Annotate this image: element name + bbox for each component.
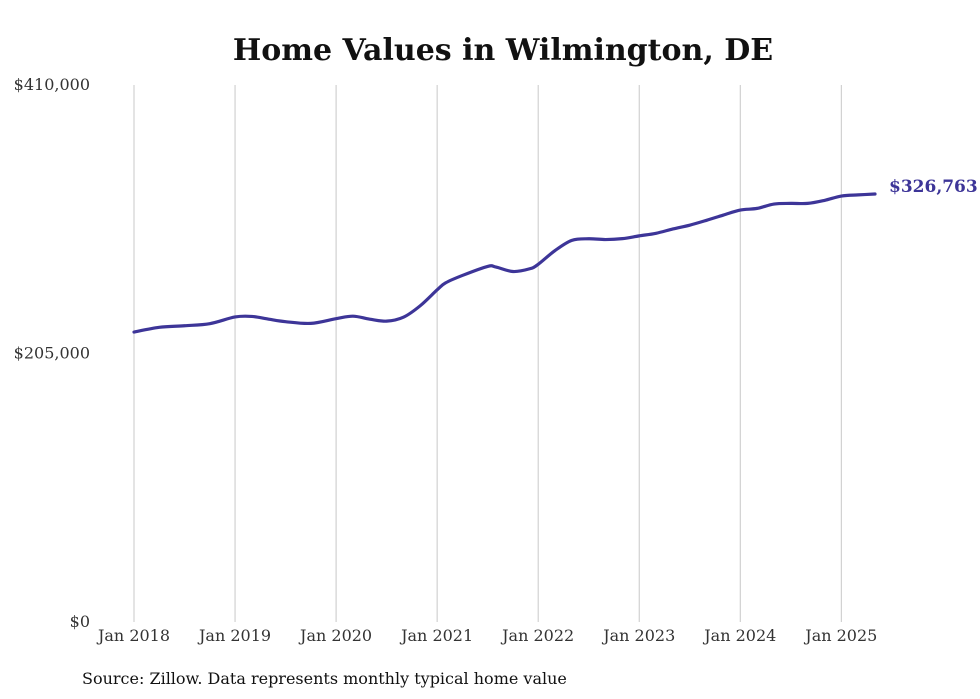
x-tick-label: Jan 2023 bbox=[601, 626, 675, 645]
y-tick-label: $410,000 bbox=[14, 75, 90, 94]
x-axis-ticks: Jan 2018 Jan 2019 Jan 2020 Jan 2021 Jan 2022… bbox=[96, 626, 877, 645]
x-tick-label: Jan 2025 bbox=[803, 626, 877, 645]
x-tick-label: Jan 2022 bbox=[500, 626, 574, 645]
series-line bbox=[132, 192, 877, 334]
x-tick-label: Jan 2024 bbox=[702, 626, 776, 645]
chart-title: Home Values in Wilmington, DE bbox=[233, 33, 773, 68]
x-tick-label: Jan 2021 bbox=[399, 626, 473, 645]
vertical-grid bbox=[133, 85, 842, 622]
end-value-label: $326,763 bbox=[889, 177, 978, 197]
y-tick-label: $205,000 bbox=[14, 344, 90, 363]
x-tick-label: Jan 2020 bbox=[298, 626, 372, 645]
source-note: Source: Zillow. Data represents monthly … bbox=[82, 669, 567, 688]
series-layer: $326,763 bbox=[132, 177, 978, 334]
x-tick-label: Jan 2018 bbox=[96, 626, 170, 645]
y-axis-ticks: $0 $205,000 $410,000 bbox=[14, 75, 90, 631]
x-tick-label: Jan 2019 bbox=[197, 626, 271, 645]
y-tick-label: $0 bbox=[70, 612, 90, 631]
